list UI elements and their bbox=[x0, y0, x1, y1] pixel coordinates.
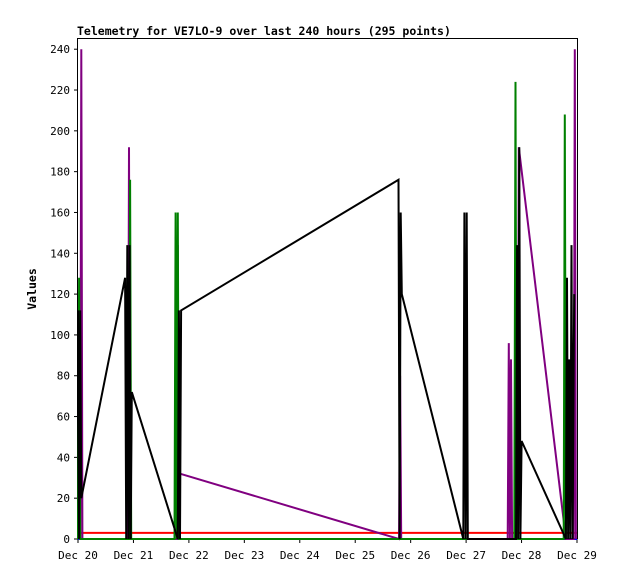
x-ticks: Dec 20 Dec 21 Dec 22 Dec 23 Dec 24 Dec 25 Dec … bbox=[58, 539, 597, 562]
x-tick-label: Dec 23 bbox=[224, 549, 264, 562]
y-tick-label: 100 bbox=[50, 329, 70, 342]
y-ticks: 0 20 40 60 80 100 120 140 160 180 200 220 240 bbox=[50, 43, 78, 546]
y-tick-label: 20 bbox=[57, 492, 70, 505]
series-line bbox=[77, 147, 576, 540]
x-tick-label: Dec 25 bbox=[335, 549, 375, 562]
y-tick-label: 0 bbox=[63, 533, 70, 546]
y-tick-label: 140 bbox=[50, 247, 70, 260]
y-tick-label: 160 bbox=[50, 206, 70, 219]
y-axis-label: Values bbox=[25, 268, 39, 310]
x-tick-label: Dec 26 bbox=[391, 549, 431, 562]
y-tick-label: 40 bbox=[57, 451, 70, 464]
y-tick-label: 60 bbox=[57, 411, 70, 424]
x-tick-label: Dec 27 bbox=[446, 549, 486, 562]
y-tick-label: 200 bbox=[50, 125, 70, 138]
x-tick-label: Dec 20 bbox=[58, 549, 98, 562]
y-tick-label: 120 bbox=[50, 288, 70, 301]
y-tick-label: 80 bbox=[57, 370, 70, 383]
y-tick-label: 240 bbox=[50, 43, 70, 56]
x-tick-label: Dec 24 bbox=[280, 549, 320, 562]
x-tick-label: Dec 22 bbox=[169, 549, 209, 562]
series-line bbox=[77, 81, 567, 540]
x-tick-label: Dec 29 bbox=[557, 549, 597, 562]
x-tick-label: Dec 21 bbox=[114, 549, 154, 562]
y-tick-label: 220 bbox=[50, 84, 70, 97]
y-tick-label: 180 bbox=[50, 166, 70, 179]
plot-frame bbox=[77, 38, 578, 539]
series-layer bbox=[77, 49, 577, 541]
x-tick-label: Dec 28 bbox=[502, 549, 542, 562]
chart-title: Telemetry for VE7LO-9 over last 240 hour… bbox=[77, 24, 451, 38]
